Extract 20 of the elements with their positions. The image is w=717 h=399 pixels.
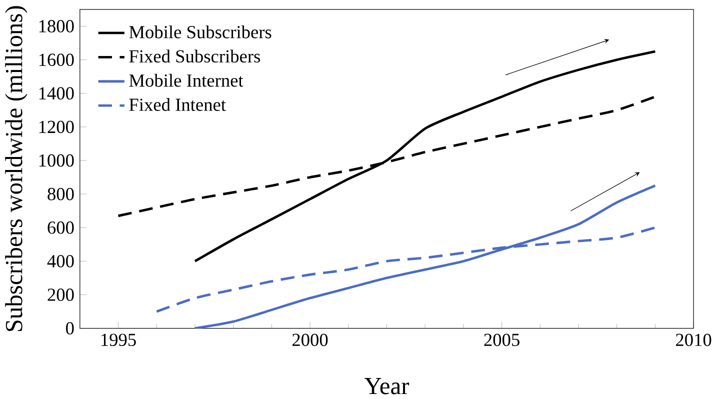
x-tick-label: 1995 bbox=[102, 334, 136, 346]
y-tick-label: 0 bbox=[66, 322, 74, 334]
y-tick-label: 200 bbox=[48, 288, 74, 301]
y-tick-label: 600 bbox=[48, 221, 74, 234]
y-tick-label: 1800 bbox=[39, 20, 74, 32]
legend-label: Mobile Subscribers bbox=[129, 25, 272, 38]
y-tick-label: 400 bbox=[47, 254, 74, 268]
legend-label: Fixed Intenet bbox=[129, 98, 226, 111]
y-tick-label: 800 bbox=[48, 188, 74, 200]
x-axis-title: Year bbox=[364, 378, 410, 394]
y-tick-label: 1400 bbox=[39, 86, 74, 100]
y-tick-label: 1000 bbox=[39, 154, 74, 166]
legend-label: Mobile Internet bbox=[129, 74, 244, 87]
x-tick-label: 2000 bbox=[292, 334, 328, 346]
y-tick-label: 1200 bbox=[39, 120, 74, 133]
legend-label: Fixed Subscribers bbox=[129, 49, 260, 62]
y-tick-label: 1600 bbox=[39, 53, 74, 66]
x-tick-label: 2005 bbox=[484, 334, 520, 346]
y-axis-title: Subscribers worldwide (millions) bbox=[5, 6, 28, 331]
x-tick-label: 2010 bbox=[676, 334, 712, 346]
